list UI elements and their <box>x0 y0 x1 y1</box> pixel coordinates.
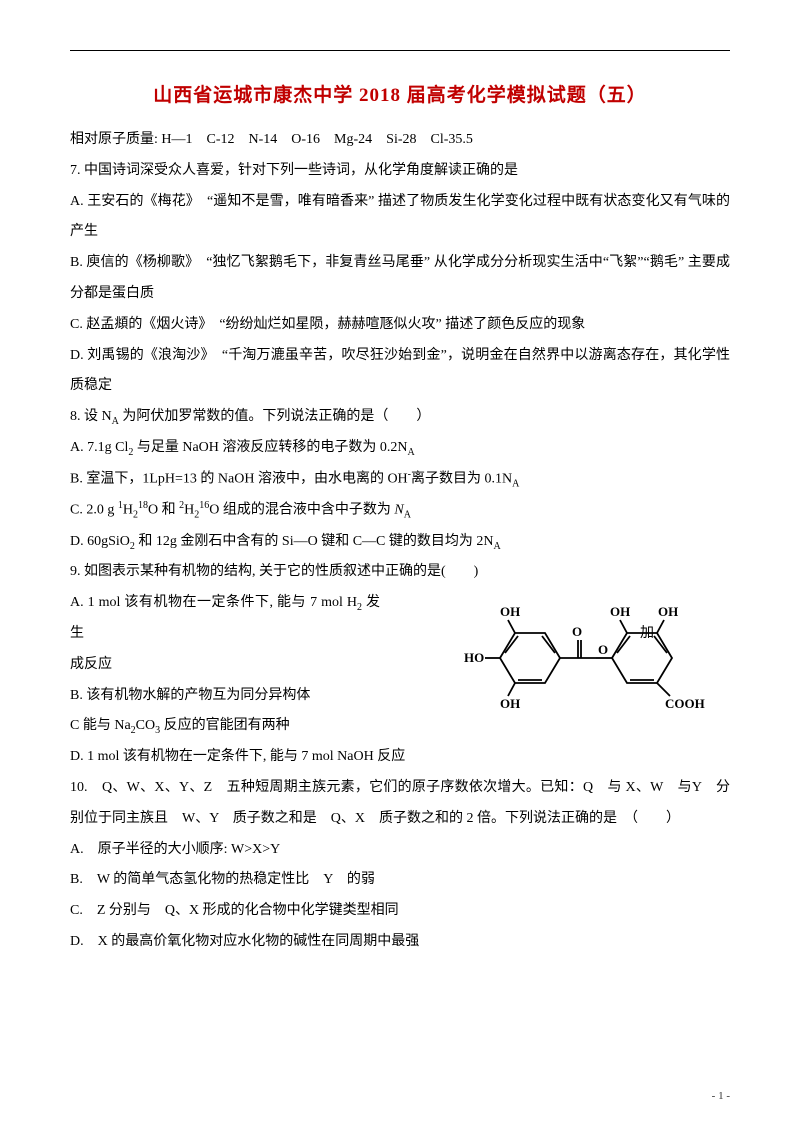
atomic-masses: 相对原子质量: H—1 C-12 N-14 O-16 Mg-24 Si-28 C… <box>70 125 730 156</box>
sup-18: 18 <box>138 500 148 511</box>
sub-a5: A <box>493 540 500 551</box>
q9c-post: 反应的官能团有两种 <box>160 718 290 733</box>
q8a-mid: 与足量 NaOH 溶液反应转移的电子数为 0.2N <box>133 440 407 455</box>
sub-a: A <box>112 416 119 427</box>
q9c-pre: C 能与 Na <box>70 718 131 733</box>
label-o2: O <box>598 642 608 657</box>
q8c-end: N <box>394 503 403 518</box>
sup-16: 16 <box>199 500 209 511</box>
q10-opt-d: D. X 的最高价氧化物对应水化物的碱性在同周期中最强 <box>70 927 730 958</box>
q8c-pre: C. 2.0 g <box>70 503 118 518</box>
q8-opt-b: B. 室温下，1LpH=13 的 NaOH 溶液中，由水电离的 OH-离子数目为… <box>70 464 730 495</box>
q7-opt-c: C. 赵孟頫的《烟火诗》 “纷纷灿烂如星陨，赫赫喧豗似火攻” 描述了颜色反应的现… <box>70 310 730 341</box>
sub-a2: A <box>408 447 415 458</box>
q8d-pre: D. 60gSiO <box>70 534 130 549</box>
chem-structure-icon: OH HO OH O O OH OH COOH <box>460 598 720 718</box>
label-oh2: OH <box>500 696 520 711</box>
sub-a3: A <box>512 478 519 489</box>
top-rule <box>70 50 730 51</box>
q7-opt-b: B. 庾信的《杨柳歌》 “独忆飞絮鹅毛下，非复青丝马尾垂” 从化学成分分析现实生… <box>70 248 730 310</box>
q8c-h2: H <box>184 503 194 518</box>
q8-stem: 8. 设 NA 为阿伏加罗常数的值。下列说法正确的是（ ） <box>70 402 730 433</box>
q8c-h1: H <box>123 503 133 518</box>
label-oh1: OH <box>500 604 520 619</box>
page-title: 山西省运城市康杰中学 2018 届高考化学模拟试题（五） <box>70 80 730 107</box>
q7-stem: 7. 中国诗词深受众人喜爱，针对下列一些诗词，从化学角度解读正确的是 <box>70 156 730 187</box>
page-number: - 1 - <box>712 1090 730 1102</box>
q8b-mid: 离子数目为 0.1N <box>411 471 512 486</box>
q10-stem: 10. Q、W、X、Y、Z 五种短周期主族元素，它们的原子序数依次增大。已知：Q… <box>70 773 730 835</box>
q8c-o1: O 和 <box>148 503 179 518</box>
q8-opt-d: D. 60gSiO2 和 12g 金刚石中含有的 Si—O 键和 C—C 键的数… <box>70 527 730 558</box>
q8-stem-post: 为阿伏加罗常数的值。下列说法正确的是（ ） <box>119 409 431 424</box>
label-o1: O <box>572 624 582 639</box>
label-oh3: OH <box>610 604 630 619</box>
q8d-mid: 和 12g 金刚石中含有的 Si—O 键和 C—C 键的数目均为 2N <box>135 534 494 549</box>
q8-opt-a: A. 7.1g Cl2 与足量 NaOH 溶液反应转移的电子数为 0.2NA <box>70 433 730 464</box>
q8-stem-pre: 8. 设 N <box>70 409 112 424</box>
q9-stem: 9. 如图表示某种有机物的结构, 关于它的性质叙述中正确的是( ) <box>70 557 730 588</box>
sub-a4: A <box>404 510 411 521</box>
label-oh4: OH <box>658 604 678 619</box>
q10-opt-a: A. 原子半径的大小顺序: W>X>Y <box>70 835 730 866</box>
q10-opt-b: B. W 的简单气态氢化物的热稳定性比 Y 的弱 <box>70 865 730 896</box>
sub-2b: 2 <box>133 510 138 521</box>
q8a-pre: A. 7.1g Cl <box>70 440 128 455</box>
label-cooh: COOH <box>665 696 705 711</box>
q9-opt-d: D. 1 mol 该有机物在一定条件下, 能与 7 mol NaOH 反应 <box>70 742 730 773</box>
q8c-o2: O 组成的混合液中含中子数为 <box>209 503 394 518</box>
q7-opt-a: A. 王安石的《梅花》 “遥知不是雪，唯有暗香来” 描述了物质发生化学变化过程中… <box>70 187 730 249</box>
sub-2c: 2 <box>194 510 199 521</box>
q7-opt-d: D. 刘禹锡的《浪淘沙》 “千淘万漉虽辛苦，吹尽狂沙始到金”，说明金在自然界中以… <box>70 341 730 403</box>
q8b-pre: B. 室温下，1LpH=13 的 NaOH 溶液中，由水电离的 OH <box>70 471 408 486</box>
q9-figure-wrap: OH HO OH O O OH OH COOH A. 1 mol 该有机物在一定… <box>70 588 730 680</box>
q9c-co: CO <box>136 718 155 733</box>
label-ho: HO <box>464 650 484 665</box>
q10-opt-c: C. Z 分别与 Q、X 形成的化合物中化学键类型相同 <box>70 896 730 927</box>
q8-opt-c: C. 2.0 g 1H218O 和 2H216O 组成的混合液中含中子数为 NA <box>70 495 730 526</box>
